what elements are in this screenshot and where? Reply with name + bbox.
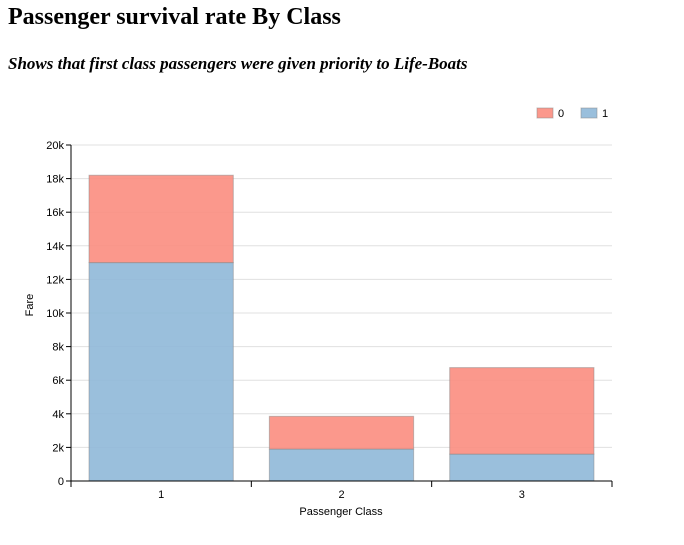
y-tick-label: 14k [46, 241, 64, 253]
legend-swatch-0 [536, 107, 554, 119]
x-tick-label: 2 [338, 489, 344, 501]
y-tick-label: 6k [52, 375, 64, 387]
y-tick-label: 18k [46, 174, 64, 186]
y-tick-label: 4k [52, 409, 64, 421]
y-axis-label: Fare [24, 294, 36, 317]
y-tick-label: 20k [46, 140, 64, 152]
bar-class-1-series-1 [88, 262, 234, 482]
y-tick-label: 8k [52, 342, 64, 354]
bar-class-1-series-0 [88, 174, 234, 264]
y-tick-label: 0 [58, 476, 64, 488]
x-axis-label: Passenger Class [299, 506, 383, 518]
bar-class-3-series-1 [449, 453, 595, 482]
y-tick-label: 16k [46, 207, 64, 219]
legend-swatch-1 [580, 107, 598, 119]
legend-label-0: 0 [558, 108, 564, 120]
x-tick-label: 3 [519, 489, 525, 501]
page-title: Passenger survival rate By Class [8, 4, 341, 30]
y-tick-label: 10k [46, 308, 64, 320]
page-subtitle: Shows that first class passengers were g… [8, 54, 468, 73]
y-axis: 0 2k 4k 6k 8k 10k 12k 14k 16k 18k 20k [46, 140, 72, 488]
x-axis: 1 2 3 [70, 480, 613, 501]
y-tick-label: 2k [52, 442, 64, 454]
x-tick-label: 1 [158, 489, 164, 501]
y-tick-label: 12k [46, 274, 64, 286]
bars [88, 174, 595, 482]
bar-class-2-series-1 [268, 448, 415, 482]
legend-label-1: 1 [602, 108, 608, 120]
bar-class-3-series-0 [449, 367, 595, 455]
bar-class-2-series-0 [268, 415, 415, 450]
